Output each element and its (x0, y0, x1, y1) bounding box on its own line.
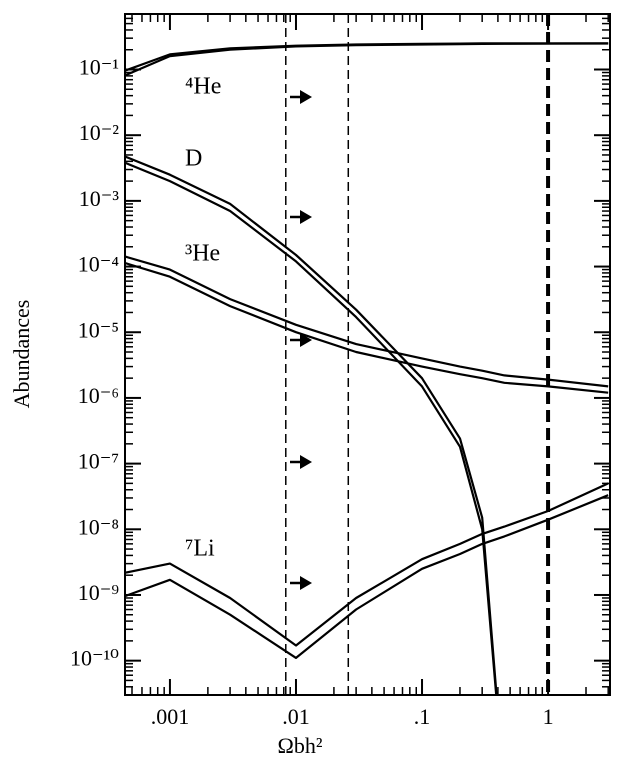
curve (125, 42, 609, 77)
plot-frame (124, 13, 611, 696)
curve-label: ⁴He (185, 74, 221, 100)
arrow-head (300, 333, 312, 347)
y-tick-label: 10⁻¹⁰ (70, 646, 119, 671)
curve (125, 155, 498, 695)
curve (125, 255, 609, 388)
y-tick-label: 10⁻⁴ (78, 252, 120, 277)
y-axis-label: Abundances (9, 300, 34, 409)
curve (125, 42, 609, 72)
y-tick-label: 10⁻⁶ (78, 383, 119, 408)
curve (125, 482, 609, 647)
y-tick-label: 10⁻¹ (79, 55, 119, 80)
x-tick-label: .001 (151, 704, 190, 729)
x-tick-label: .01 (282, 704, 310, 729)
y-tick-label: 10⁻⁵ (78, 317, 119, 342)
arrow-head (300, 576, 312, 590)
curve (125, 161, 498, 695)
arrow-head (300, 210, 312, 224)
plot-area (125, 42, 609, 695)
arrow-head (300, 455, 312, 469)
curve (125, 494, 609, 659)
x-tick-label: 1 (543, 704, 554, 729)
y-tick-label: 10⁻⁹ (78, 580, 120, 605)
y-tick-label: 10⁻² (79, 120, 120, 145)
curve-label: ³He (185, 241, 220, 267)
y-tick-label: 10⁻⁸ (78, 514, 119, 539)
arrow-head (300, 90, 312, 104)
x-tick-label: .1 (414, 704, 431, 729)
curve-label: ⁷Li (185, 536, 215, 562)
curve-label: D (185, 146, 202, 172)
y-tick-label: 10⁻³ (79, 186, 120, 211)
curve (125, 261, 609, 394)
y-tick-label: 10⁻⁷ (78, 449, 119, 474)
x-axis-label: Ωbh² (278, 733, 323, 758)
